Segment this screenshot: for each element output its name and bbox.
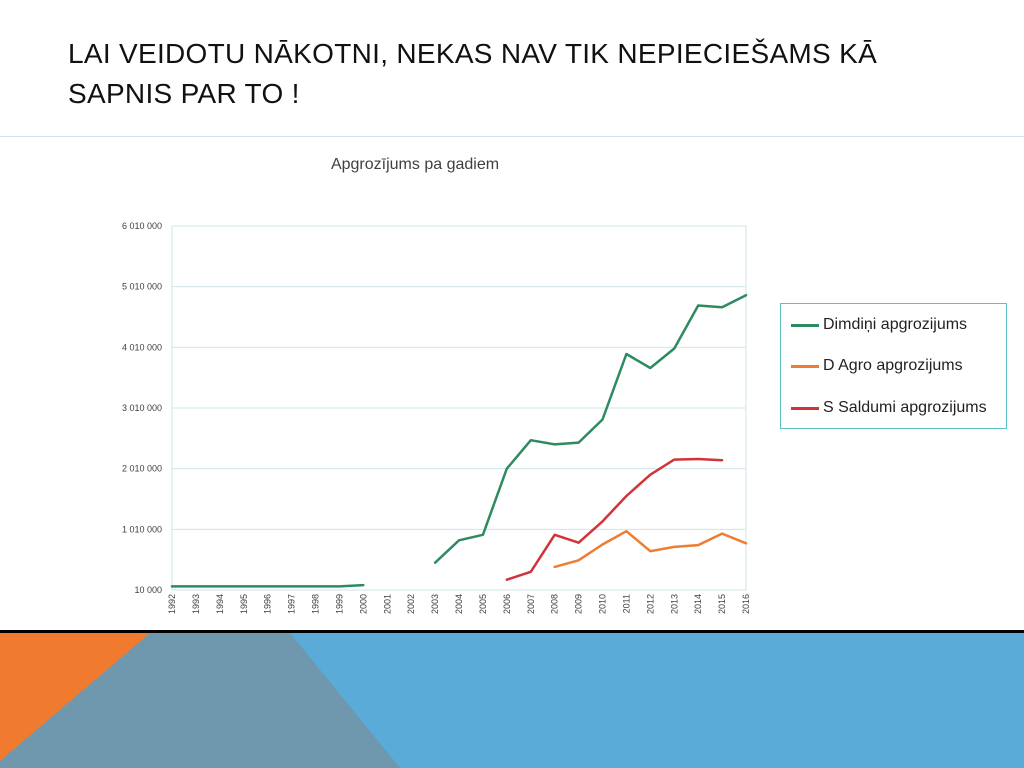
series-line-2 [505,457,724,581]
series-line-0 [433,293,748,564]
y-tick-label: 6 010 000 [122,221,162,231]
y-tick-label: 3 010 000 [122,403,162,413]
x-tick-label: 2005 [478,594,488,614]
legend-item-s-saldumi: S Saldumi apgrozijums [791,396,987,420]
footer-slate-shape [0,633,400,768]
x-tick-label: 2003 [430,594,440,614]
chart-title: Apgrozījums pa gadiem [330,156,500,173]
y-tick-label: 10 000 [134,585,162,595]
x-tick-label: 2013 [669,594,679,614]
chart-area [0,136,1024,632]
line-chart: 10 000 1 010 000 2 010 000 3 010 000 4 010 0… [122,221,751,614]
chart-legend: Dimdiņi apgrozijums D Agro apgrozijums S… [780,303,1007,429]
x-tick-label: 2011 [621,594,631,613]
footer-orange-triangle [0,633,150,761]
legend-label-dimdini: Dimdiņi apgrozijums [823,316,968,333]
x-tick-label: 2002 [406,594,416,614]
x-tick-label: 1995 [239,594,249,614]
x-tick-label: 2000 [358,594,368,614]
x-tick-label: 2012 [645,594,655,614]
x-tick-label: 2006 [502,594,512,614]
legend-label-d-agro: D Agro apgrozijums [823,357,963,374]
x-tick-label: 2016 [741,594,751,614]
x-tick-label: 2009 [574,594,584,614]
x-tick-label: 2001 [382,594,392,614]
x-tick-label: 1994 [215,594,225,614]
x-tick-label: 1996 [263,594,273,614]
footer-divider [0,630,1024,633]
x-tick-label: 1997 [287,594,297,614]
legend-swatch-d-agro [791,364,819,368]
x-tick-label: 2008 [550,594,560,614]
legend-swatch-dimdini [791,323,819,327]
x-tick-label: 2004 [454,594,464,614]
x-tick-label: 2014 [693,594,703,614]
slide-title: LAI VEIDOTU NĀKOTNI, NEKAS NAV TIK NEPIE… [68,38,878,109]
series-line-1 [553,529,748,569]
legend-item-dimdini: Dimdiņi apgrozijums [791,313,967,337]
legend-item-d-agro: D Agro apgrozijums [791,354,963,378]
footer-decoration [0,633,1024,768]
x-tick-label: 1999 [334,594,344,614]
legend-swatch-s-saldumi [791,406,819,410]
y-tick-label: 1 010 000 [122,524,162,534]
y-tick-label: 2 010 000 [122,464,162,474]
y-tick-label: 5 010 000 [122,282,162,292]
series-line-0 [170,583,365,588]
x-tick-label: 1993 [191,594,201,614]
x-tick-label: 1998 [311,594,321,614]
x-tick-label: 2010 [598,594,608,614]
y-tick-label: 4 010 000 [122,342,162,352]
x-tick-label: 1992 [167,594,177,614]
legend-label-s-saldumi: S Saldumi apgrozijums [823,399,987,416]
x-tick-label: 2015 [717,594,727,614]
x-tick-label: 2007 [526,594,536,614]
